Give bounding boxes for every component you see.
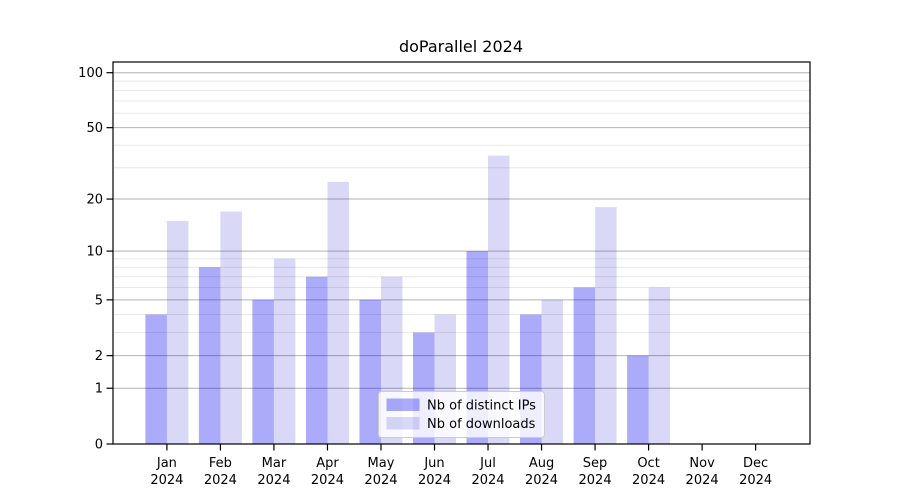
x-tick-label-month: Feb <box>209 456 232 471</box>
x-tick-label-month: Aug <box>529 456 554 471</box>
y-tick-label: 2 <box>95 349 103 364</box>
bar-mar-distinct-ips <box>252 299 274 444</box>
bar-feb-distinct-ips <box>198 267 221 444</box>
x-tick-label-month: Nov <box>689 456 715 471</box>
bar-sep-downloads <box>595 207 617 444</box>
y-tick-label: 1 <box>95 382 103 397</box>
bar-jan-downloads <box>166 220 189 444</box>
x-tick-label-month: Jun <box>423 456 444 471</box>
legend-box <box>378 391 545 438</box>
legend-swatch-distinct-ips <box>386 398 420 411</box>
bar-jan-distinct-ips <box>145 314 167 444</box>
x-tick-label-year: 2024 <box>204 473 237 488</box>
legend-label-distinct-ips: Nb of distinct IPs <box>427 399 536 414</box>
x-tick-label-year: 2024 <box>471 473 504 488</box>
x-tick-label-year: 2024 <box>579 473 612 488</box>
bar-apr-distinct-ips <box>306 276 328 444</box>
legend-swatch-downloads <box>386 417 420 430</box>
legend: Nb of distinct IPs Nb of downloads <box>378 391 545 438</box>
bar-may-distinct-ips <box>359 299 381 444</box>
y-tick-label: 10 <box>86 245 103 260</box>
x-tick-label-year: 2024 <box>364 473 397 488</box>
x-tick-label-year: 2024 <box>257 473 290 488</box>
x-tick-label-month: Dec <box>743 456 768 471</box>
y-tick-label: 5 <box>95 293 103 308</box>
y-tick-labels: 0 1 2 5 10 20 50 100 <box>78 66 103 452</box>
bar-sep-distinct-ips <box>573 287 596 444</box>
x-tick-label-year: 2024 <box>632 473 665 488</box>
x-tick-label-year: 2024 <box>525 473 558 488</box>
x-tick-label-year: 2024 <box>418 473 451 488</box>
x-tick-label-month: Apr <box>316 456 339 471</box>
y-tick-label: 20 <box>86 193 103 208</box>
bar-feb-downloads <box>220 211 242 444</box>
y-tick-label: 50 <box>86 121 103 136</box>
x-tick-label-year: 2024 <box>311 473 344 488</box>
bar-jul-downloads <box>488 155 510 444</box>
x-tick-label-month: Mar <box>262 456 287 471</box>
x-tick-label-month: Oct <box>637 456 659 471</box>
x-tick-label-year: 2024 <box>686 473 719 488</box>
chart-title: doParallel 2024 <box>399 37 523 56</box>
x-tick-label-month: Jul <box>479 456 496 471</box>
legend-label-downloads: Nb of downloads <box>427 417 536 432</box>
x-tick-label-month: Sep <box>583 456 608 471</box>
bar-aug-downloads <box>541 299 563 444</box>
x-tick-label-year: 2024 <box>739 473 772 488</box>
plot-border <box>112 61 811 445</box>
y-tick-label: 0 <box>95 438 103 453</box>
x-tick-label-month: May <box>368 456 395 471</box>
bar-oct-distinct-ips <box>627 355 649 444</box>
axis-ticks <box>106 72 757 451</box>
y-tick-label: 100 <box>78 66 103 81</box>
bar-oct-downloads <box>648 287 671 444</box>
x-tick-label-year: 2024 <box>150 473 183 488</box>
plot-box <box>112 61 811 445</box>
bar-mar-downloads <box>273 258 296 445</box>
gridlines <box>113 72 810 389</box>
x-tick-labels: Jan 2024 Feb 2024 Mar 2024 Apr 2024 May 2024 Jun 20… <box>150 456 772 488</box>
x-tick-label-month: Jan <box>156 456 177 471</box>
bar-apr-downloads <box>327 181 349 444</box>
